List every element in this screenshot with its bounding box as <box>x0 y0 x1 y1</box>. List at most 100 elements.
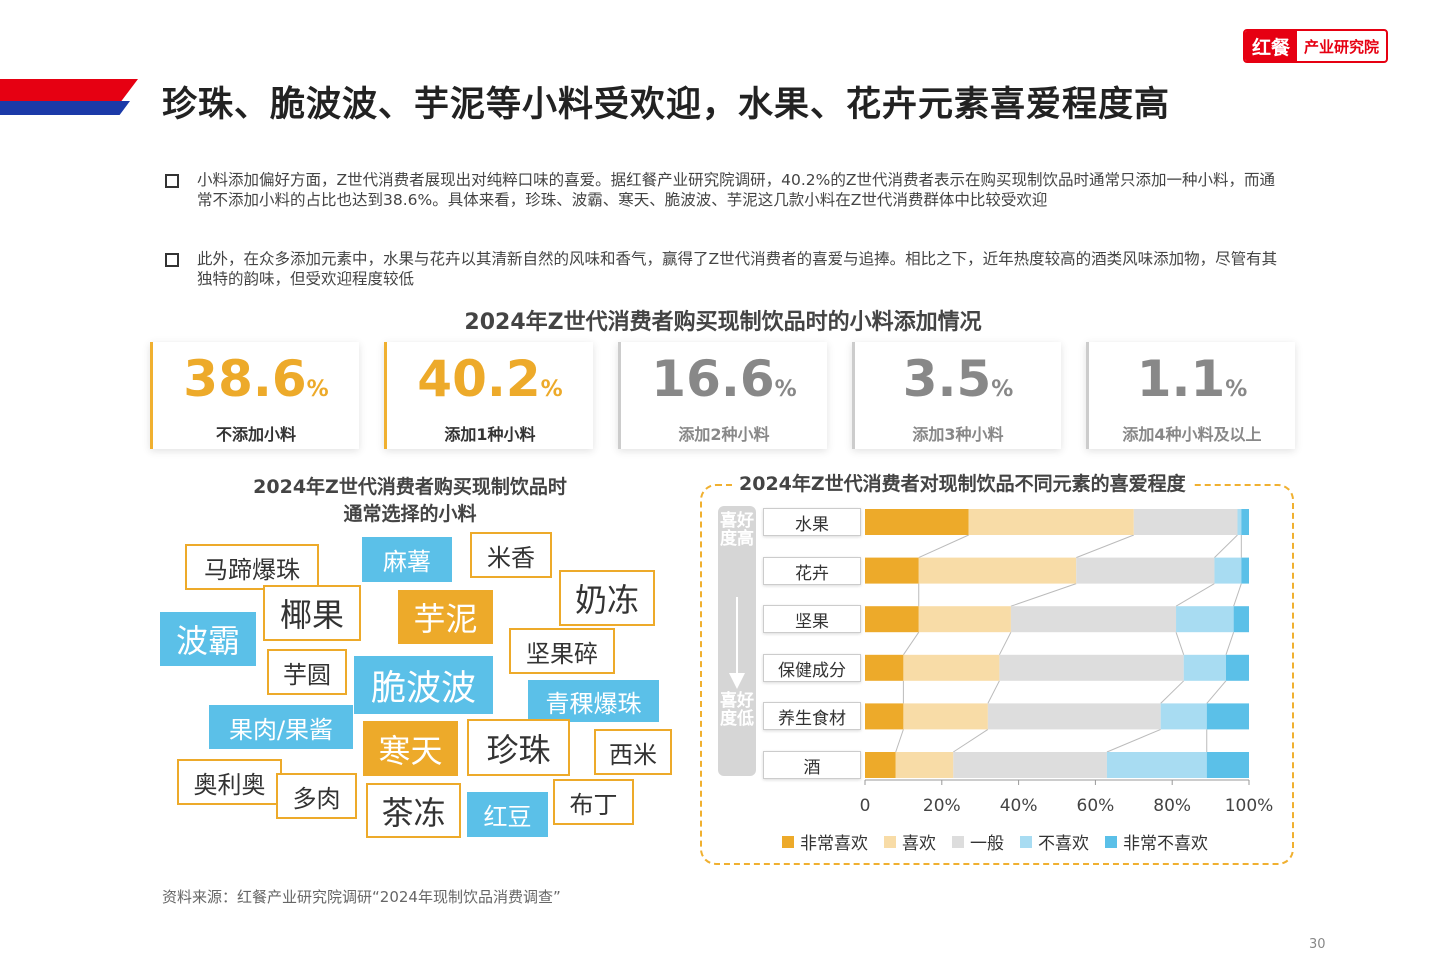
bar-segment <box>1183 654 1226 681</box>
bar-segment <box>865 606 919 633</box>
brand-logo: 红餐 产业研究院 <box>1243 29 1388 63</box>
bar-segment <box>1241 509 1249 535</box>
word-tag: 波霸 <box>160 612 256 666</box>
bar-segment <box>865 703 904 730</box>
category-label: 水果 <box>763 508 861 536</box>
wordcloud-title-line2: 通常选择的小料 <box>343 503 477 525</box>
category-label: 花卉 <box>763 557 861 585</box>
legend-label: 非常不喜欢 <box>1123 834 1208 854</box>
connector-line <box>987 680 1000 704</box>
bar-segment <box>987 703 1161 730</box>
word-tag: 多肉 <box>276 773 357 819</box>
word-tag: 奥利奥 <box>177 759 282 805</box>
x-tick-label: 40% <box>1000 796 1038 816</box>
connector-line <box>1175 583 1215 607</box>
header-blue-stripe <box>0 101 130 115</box>
bar-segment <box>1160 703 1207 730</box>
page-title: 珍珠、脆波波、芋泥等小料受欢迎，水果、花卉元素喜爱程度高 <box>162 85 1171 125</box>
legend-item: 非常不喜欢 <box>1105 829 1208 854</box>
legend-swatch <box>782 835 794 848</box>
legend-label: 一般 <box>970 834 1004 854</box>
stat-value: 1.1% <box>1136 350 1248 408</box>
bar-segment <box>968 509 1134 535</box>
legend-label: 非常喜欢 <box>800 834 868 854</box>
word-tag: 芋圆 <box>267 649 347 695</box>
word-tag: 红豆 <box>467 792 548 837</box>
axis-label-high: 喜好度高 <box>720 511 754 549</box>
bar-segment <box>1010 606 1177 633</box>
word-tag: 米香 <box>470 532 552 578</box>
bar-segment <box>865 654 904 681</box>
connector-line <box>1010 583 1077 607</box>
bar-segment <box>903 703 988 730</box>
stat-label: 添加1种小料 <box>444 425 536 444</box>
word-tag: 芋泥 <box>398 590 493 644</box>
bar-segment <box>895 752 954 778</box>
connector-line <box>1233 583 1242 607</box>
x-tick-label: 20% <box>923 796 961 816</box>
stat-value: 40.2% <box>417 350 563 408</box>
logo-mark: 红餐 <box>1245 31 1297 61</box>
bullet-2: 此外，在众多添加元素中，水果与花卉以其清新自然的风味和香气，赢得了Z世代消费者的… <box>165 249 1285 289</box>
stat-card: 1.1% 添加4种小料及以上 <box>1086 342 1295 449</box>
connector-line <box>918 534 969 559</box>
bar-segment <box>1206 752 1249 778</box>
stat-value: 38.6% <box>183 350 329 408</box>
bar-segment <box>903 654 1000 681</box>
legend-swatch <box>884 835 896 848</box>
bar-segment <box>918 606 1011 633</box>
bar-segment <box>1106 752 1207 778</box>
connector-line <box>902 631 920 656</box>
connector-line <box>1076 534 1134 559</box>
bar-segment <box>953 752 1107 778</box>
word-tag: 寒天 <box>363 721 458 776</box>
logo-text: 产业研究院 <box>1303 37 1379 56</box>
legend-item: 喜欢 <box>884 829 936 854</box>
stats-title: 2024年Z世代消费者购买现制饮品时的小料添加情况 <box>464 310 982 335</box>
word-tag: 奶冻 <box>559 570 655 626</box>
stat-card: 3.5% 添加3种小料 <box>852 342 1061 449</box>
bullet-square-icon <box>165 253 179 267</box>
bar-segment <box>1225 654 1249 681</box>
chart-title: 2024年Z世代消费者对现制饮品不同元素的喜爱程度 <box>733 469 1192 496</box>
bar-segment <box>918 557 1077 584</box>
legend-swatch <box>952 835 964 848</box>
word-tag: 脆波波 <box>354 656 493 714</box>
connector-line <box>1160 680 1185 704</box>
bar-segment <box>1133 509 1238 535</box>
connector-line <box>1214 534 1238 558</box>
connector-line <box>1106 728 1161 753</box>
bar-segment <box>865 557 919 584</box>
stat-value: 16.6% <box>651 350 797 408</box>
word-tag: 坚果碎 <box>509 628 615 674</box>
connector-line <box>1225 632 1235 655</box>
stat-label: 添加3种小料 <box>912 425 1004 444</box>
bullet-square-icon <box>165 174 179 188</box>
legend-item: 非常喜欢 <box>782 829 868 854</box>
stat-label: 添加4种小料及以上 <box>1122 425 1262 444</box>
legend-item: 不喜欢 <box>1020 829 1089 854</box>
down-arrow-icon <box>729 597 745 689</box>
x-tick-label: 100% <box>1225 796 1274 816</box>
bar-segment <box>1076 557 1215 584</box>
stat-value: 3.5% <box>902 350 1014 408</box>
bullet-text: 小料添加偏好方面，Z世代消费者展现出对纯粹口味的喜爱。据红餐产业研究院调研，40… <box>197 171 1275 209</box>
axis-label-low: 喜好度低 <box>720 691 754 729</box>
category-label: 保健成分 <box>763 654 861 682</box>
category-label: 坚果 <box>763 605 861 633</box>
category-label: 养生食材 <box>763 702 861 730</box>
connector-line <box>1175 632 1185 655</box>
word-tag: 布丁 <box>553 779 634 825</box>
connector-line <box>953 728 989 753</box>
word-tag: 西米 <box>594 729 672 775</box>
page-number: 30 <box>1309 937 1326 952</box>
connector-line <box>998 631 1012 656</box>
word-tag: 马蹄爆珠 <box>185 544 319 590</box>
legend-item: 一般 <box>952 829 1004 854</box>
legend-label: 喜欢 <box>902 834 936 854</box>
bar-segment <box>1233 606 1249 633</box>
word-tag: 茶冻 <box>366 783 461 838</box>
category-label: 酒 <box>763 751 861 779</box>
header-red-stripe <box>0 79 138 101</box>
word-tag: 珍珠 <box>467 719 570 776</box>
